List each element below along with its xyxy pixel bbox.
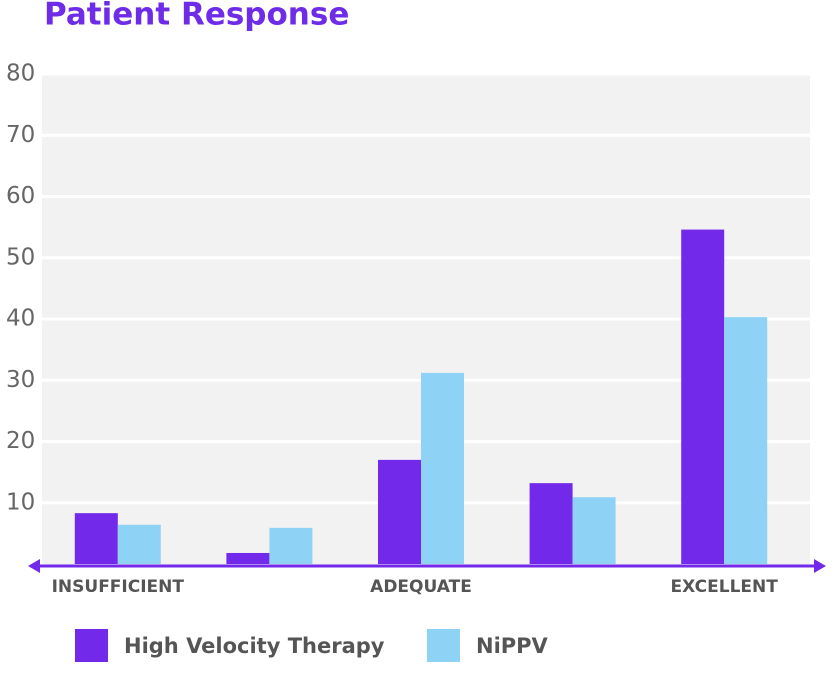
- y-tick-label: 20: [6, 428, 35, 454]
- bar: [117, 524, 161, 564]
- legend-swatch: [75, 629, 108, 662]
- axis-arrow: [28, 559, 40, 573]
- y-tick-label: 60: [6, 183, 35, 209]
- y-tick-label: 50: [6, 244, 35, 270]
- bar: [724, 317, 768, 564]
- axis-arrow: [814, 559, 826, 573]
- chart-title: Patient Response: [44, 0, 349, 33]
- x-tick-label: EXCELLENT: [671, 577, 779, 597]
- x-tick-label: INSUFFICIENT: [52, 577, 185, 597]
- y-tick-label: 80: [6, 61, 35, 87]
- bar: [681, 229, 725, 564]
- x-tick-label: ADEQUATE: [370, 577, 472, 597]
- y-tick-label: 40: [6, 306, 35, 332]
- bar: [269, 527, 313, 564]
- bar: [74, 513, 118, 564]
- y-tick-label: 70: [6, 122, 35, 148]
- bar: [378, 459, 421, 564]
- bar: [529, 483, 573, 564]
- y-tick-label: 30: [6, 367, 35, 393]
- legend-label: NiPPV: [476, 634, 549, 658]
- legend-swatch: [427, 629, 460, 662]
- legend-label: High Velocity Therapy: [124, 634, 385, 658]
- bar: [421, 372, 464, 564]
- bar: [572, 497, 616, 564]
- y-tick-label: 10: [6, 489, 35, 515]
- bar: [226, 552, 270, 564]
